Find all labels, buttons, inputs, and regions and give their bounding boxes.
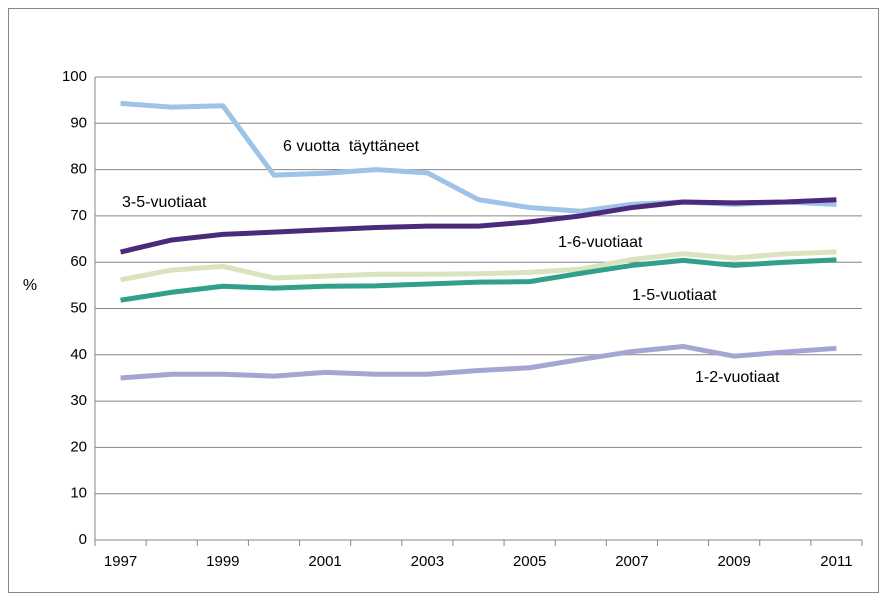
series-label: 1-5-vuotiaat [632,287,717,304]
series-label: 1-2-vuotiaat [695,369,780,386]
y-axis-label: % [23,277,37,294]
x-tick-label: 1999 [206,553,239,570]
x-tick-label: 2011 [820,553,852,570]
y-tick-label: 100 [62,68,87,85]
x-tick-label: 2009 [717,553,750,570]
y-tick-label: 50 [70,299,87,316]
y-tick-label: 10 [70,485,87,502]
series-line [119,197,837,255]
chart-border [8,8,879,593]
x-tick-label: 1997 [104,553,137,570]
series-label: 6 vuotta täyttäneet [283,138,420,155]
series-label: 1-6-vuotiaat [558,234,643,251]
y-tick-label: 60 [70,253,87,270]
series-line [120,343,837,381]
y-tick-label: 80 [70,161,87,178]
y-tick-label: 40 [70,346,87,363]
y-tick-label: 30 [70,392,87,409]
x-tick-label: 2005 [513,553,546,570]
y-tick-label: 20 [70,438,87,455]
series-line [120,249,837,283]
y-tick-label: 70 [70,207,87,224]
series-label: 3-5-vuotiaat [122,194,207,211]
x-tick-label: 2001 [308,553,341,570]
series-line [120,257,837,303]
x-tick-label: 2003 [411,553,444,570]
y-tick-label: 0 [79,531,87,548]
y-tick-label: 90 [70,114,87,131]
x-tick-label: 2007 [615,553,648,570]
